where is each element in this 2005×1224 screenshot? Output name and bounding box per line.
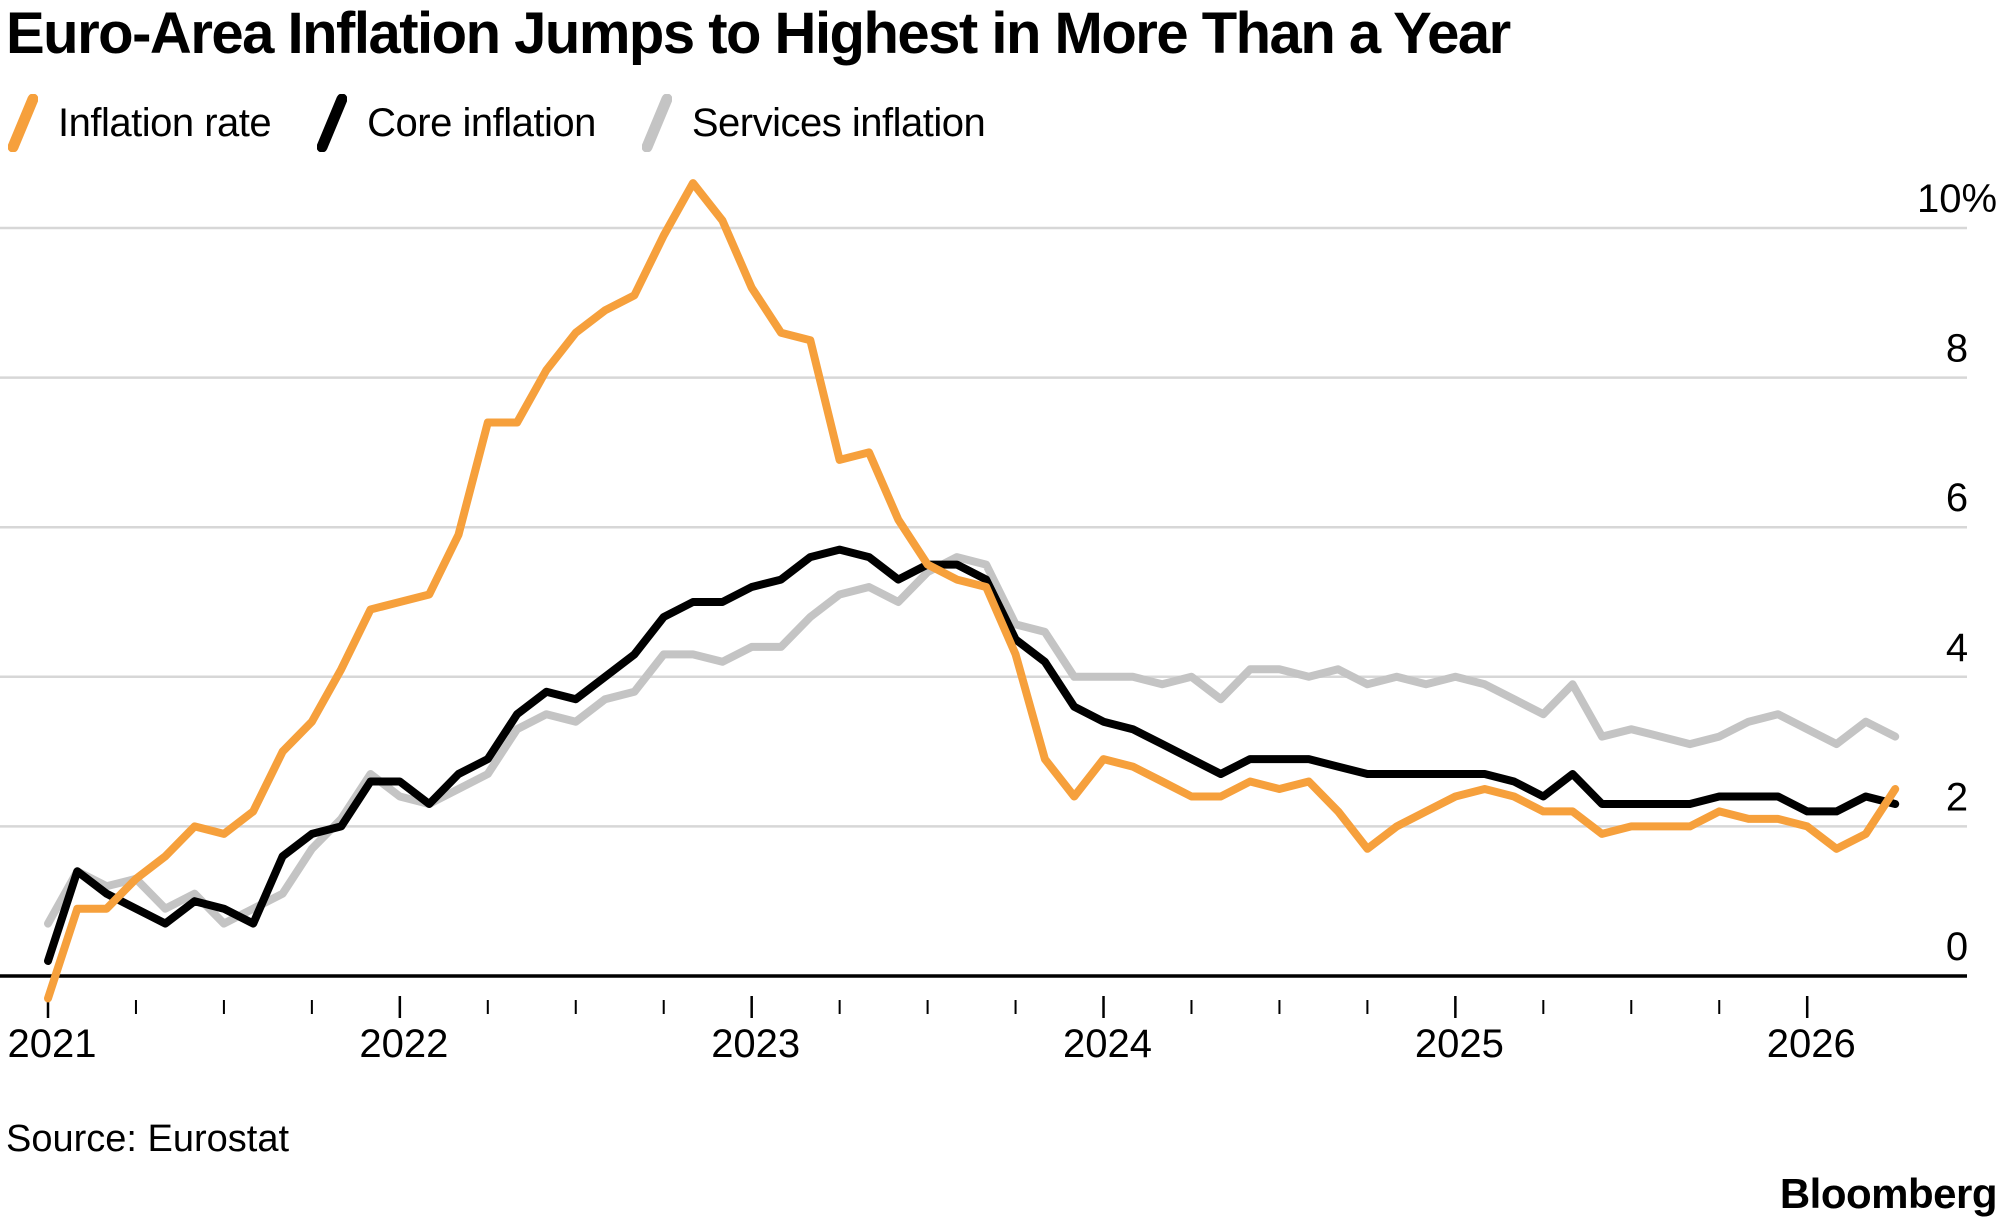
legend-item-services-inflation: Services inflation [641,94,986,152]
x-tick-label-2022: 2022 [359,1022,448,1066]
y-tick-label-0: 0 [1946,925,1968,969]
legend-item-inflation-rate: Inflation rate [8,94,272,152]
y-tick-label-4: 4 [1946,626,1968,670]
legend-label-services-inflation: Services inflation [691,100,986,145]
y-tick-label-2: 2 [1946,775,1968,819]
services-inflation-line [44,553,1900,928]
inflation-rate-line [44,179,1900,1003]
x-tick-label-2021: 2021 [8,1022,97,1066]
bloomberg-wordmark: Bloomberg [1779,1170,1998,1217]
legend-label-core-inflation: Core inflation [367,100,596,145]
core-inflation-line [44,545,1900,965]
legend-item-core-inflation: Core inflation [317,94,596,152]
x-tick-label-2025: 2025 [1415,1022,1504,1066]
inflation-rate-slash-icon [8,94,38,152]
chart-title: Euro-Area Inflation Jumps to Highest in … [6,1,1511,66]
source-attribution: Source: Eurostat [6,1118,290,1160]
y-tick-label-10%: 10% [1917,177,1997,221]
x-tick-label-2023: 2023 [711,1022,800,1066]
y-tick-label-6: 6 [1946,476,1968,520]
x-tick-label-2024: 2024 [1063,1022,1152,1066]
legend-label-inflation-rate: Inflation rate [58,100,272,145]
core-inflation-slash-icon [317,94,348,152]
x-tick-label-2026: 2026 [1767,1022,1856,1066]
services-inflation-slash-icon [641,94,672,152]
y-tick-label-8: 8 [1946,327,1968,371]
chart-legend: Inflation rate Core inflation Services i… [8,94,986,152]
